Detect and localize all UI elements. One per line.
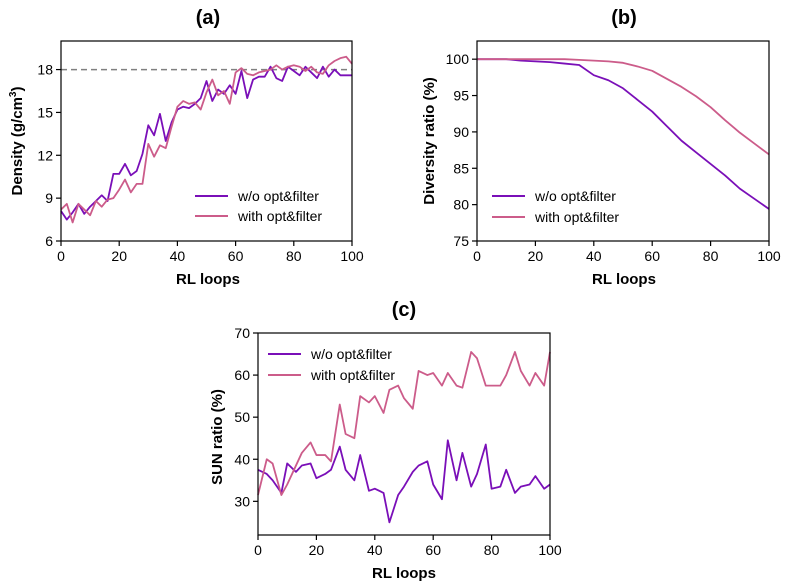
- panel-a-legend-label: with opt&filter: [237, 208, 322, 224]
- panel-a-x-tick-label: 60: [228, 248, 244, 264]
- panel-a-ylabel: Density (g/cm3): [8, 87, 26, 196]
- panel-b-series-line-with-opt-filter: [477, 58, 770, 156]
- panel-a-series-line-with-opt-filter: [60, 55, 353, 224]
- panel-a-axes-frame: [60, 40, 353, 242]
- panel-c-x-tick-label: 80: [484, 542, 500, 558]
- panel-c-x-tick-label: 40: [367, 542, 383, 558]
- panel-c-x-tick-label: 60: [425, 542, 441, 558]
- panel-b-y-tick-label: 95: [453, 88, 469, 104]
- panel-b-legend-label: w/o opt&filter: [534, 188, 616, 204]
- panel-a-y-tick-label: 15: [37, 104, 53, 120]
- panel-a-y-tick-label: 6: [45, 233, 53, 249]
- panel-a-x-tick-label: 20: [111, 248, 127, 264]
- panel-b-y-tick-label: 75: [453, 233, 469, 249]
- panel-c-legend-label: with opt&filter: [310, 367, 395, 383]
- panel-b-diversity: (b) RL loops Diversity ratio (%) 0 20 40 60…: [421, 7, 781, 288]
- panel-c-x-tick-label: 0: [254, 542, 262, 558]
- panel-b-x-tick-label: 100: [757, 248, 781, 264]
- panel-b-x-tick-label: 0: [473, 248, 481, 264]
- panel-c-y-tick-label: 60: [234, 367, 250, 383]
- panel-c-axes-frame: [257, 332, 551, 536]
- panel-b-y-tick-label: 80: [453, 197, 469, 213]
- panel-c-sun: (c) RL loops SUN ratio (%) 0 20 40 60 80 100 3…: [209, 299, 562, 582]
- panel-c-y-tick-label: 50: [234, 409, 250, 425]
- panel-c-x-tick-label: 100: [538, 542, 562, 558]
- panel-c-label: (c): [392, 299, 416, 321]
- panel-b-x-tick-label: 60: [644, 248, 660, 264]
- panel-a-legend-label: w/o opt&filter: [237, 188, 319, 204]
- panel-a-x-tick-label: 100: [340, 248, 364, 264]
- panel-a-y-tick-label: 18: [37, 62, 53, 78]
- panel-c-x-tick-label: 20: [309, 542, 325, 558]
- panel-b-series-line-without-opt-filter: [477, 58, 770, 210]
- panel-b-x-tick-label: 40: [586, 248, 602, 264]
- panel-c-y-tick-label: 30: [234, 493, 250, 509]
- panel-b-xlabel: RL loops: [592, 271, 656, 288]
- panel-c-ylabel: SUN ratio (%): [209, 389, 226, 485]
- panel-a-y-tick-label: 9: [45, 190, 53, 206]
- panel-b-y-tick-label: 85: [453, 160, 469, 176]
- panel-c-legend-label: w/o opt&filter: [310, 346, 392, 362]
- panel-a-x-tick-label: 0: [57, 248, 65, 264]
- panel-c-series-line-without-opt-filter: [257, 439, 551, 524]
- panel-a-x-tick-label: 40: [170, 248, 186, 264]
- panel-b-axes-frame: [476, 40, 770, 242]
- panel-a-xlabel: RL loops: [176, 271, 240, 288]
- panel-a-x-tick-label: 80: [286, 248, 302, 264]
- panel-b-x-tick-label: 20: [528, 248, 544, 264]
- panel-a-density: (a) RL loops Density (g/cm3) 0 20 40 60 80 10…: [8, 7, 364, 288]
- panel-a-label: (a): [196, 7, 220, 29]
- panel-b-label: (b): [611, 7, 637, 29]
- panel-b-ylabel: Diversity ratio (%): [421, 77, 438, 205]
- panel-a-y-tick-label: 12: [37, 147, 53, 163]
- panel-c-y-tick-label: 70: [234, 325, 250, 341]
- panel-c-series-line-with-opt-filter: [257, 351, 551, 496]
- panel-b-legend-label: with opt&filter: [534, 209, 619, 225]
- panel-b-y-tick-label: 90: [453, 124, 469, 140]
- panel-b-y-tick-label: 100: [446, 51, 470, 67]
- panel-b-x-tick-label: 80: [703, 248, 719, 264]
- panel-c-y-tick-label: 40: [234, 451, 250, 467]
- panel-c-xlabel: RL loops: [372, 565, 436, 582]
